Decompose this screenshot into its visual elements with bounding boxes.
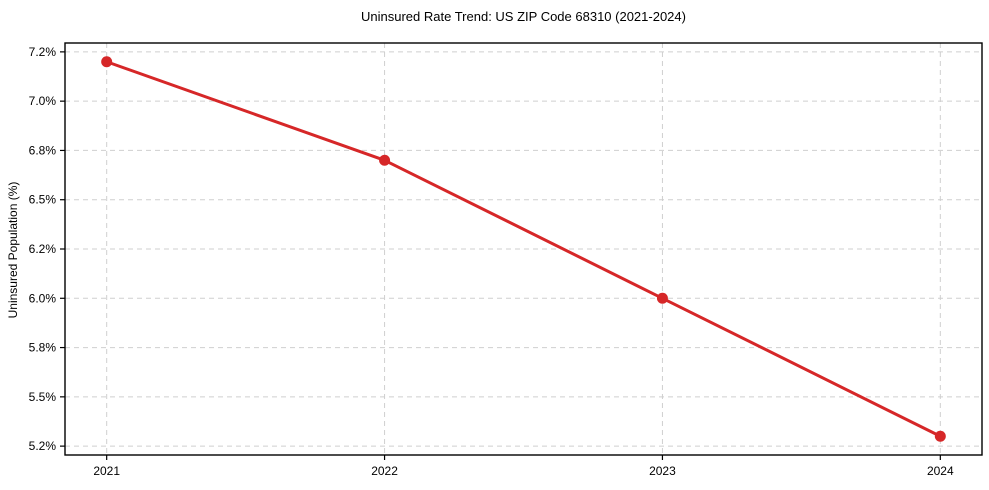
y-tick-label: 5.5% — [29, 390, 57, 404]
y-tick-label: 5.8% — [29, 341, 57, 355]
y-tick-label: 5.2% — [29, 439, 57, 453]
data-point-2021 — [101, 56, 113, 68]
y-tick-label: 6.5% — [29, 193, 57, 207]
y-tick-label: 7.0% — [29, 94, 57, 108]
chart-title: Uninsured Rate Trend: US ZIP Code 68310 … — [361, 9, 686, 24]
x-tick-label: 2022 — [371, 464, 398, 478]
y-tick-label: 6.2% — [29, 242, 57, 256]
x-tick-label: 2024 — [927, 464, 954, 478]
y-tick-label: 6.0% — [29, 291, 57, 305]
x-tick-label: 2021 — [93, 464, 120, 478]
data-point-2022 — [379, 154, 391, 166]
trend-line — [105, 60, 942, 438]
y-tick-label: 6.8% — [29, 143, 57, 157]
x-tick-label: 2023 — [649, 464, 676, 478]
data-point-2023 — [656, 292, 668, 304]
data-point-2024 — [934, 430, 946, 442]
y-tick-label: 7.2% — [29, 45, 57, 59]
